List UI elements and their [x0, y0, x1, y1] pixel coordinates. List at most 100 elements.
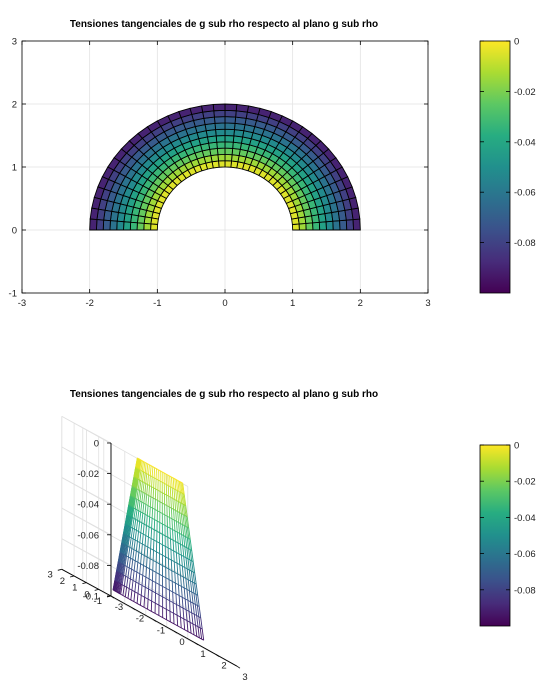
- colorbar-tick-label: 0: [514, 441, 519, 452]
- mesh-line-radial: [141, 543, 143, 554]
- mesh-line-radial: [134, 499, 138, 509]
- mesh-line-radial: [136, 562, 139, 573]
- mesh-line-radial: [134, 478, 137, 488]
- mesh-line-radial: [122, 533, 125, 544]
- mesh-line-radial: [119, 563, 122, 573]
- mesh-line-radial: [179, 564, 182, 576]
- mesh-line-radial: [132, 487, 135, 497]
- mesh-line-radial: [185, 526, 188, 538]
- mesh-line-radial: [192, 571, 195, 584]
- mesh-line-radial: [114, 581, 117, 591]
- mesh-line-radial: [173, 520, 176, 531]
- mesh-line-radial: [129, 527, 132, 537]
- z-tick-label: -0.02: [77, 469, 99, 480]
- mesh-line-radial: [123, 555, 127, 565]
- mesh-line-radial: [116, 561, 120, 572]
- mesh-line-radial: [145, 525, 147, 536]
- mesh-line-radial: [138, 573, 141, 584]
- mesh-line-radial: [129, 496, 133, 506]
- mesh-line-radial: [146, 546, 149, 558]
- mesh-line-radial: [123, 565, 126, 576]
- mesh-line-radial: [132, 529, 135, 539]
- mesh-line-radial: [179, 502, 182, 514]
- mesh-line-radial: [136, 531, 139, 542]
- mesh-line-radial: [174, 583, 177, 594]
- mesh-line-radial: [130, 590, 133, 600]
- mesh-line-radial: [178, 501, 180, 513]
- mesh-line-radial: [178, 553, 181, 565]
- mesh-line-radial: [171, 487, 174, 499]
- z-tick-label: -0.08: [77, 561, 99, 572]
- mesh-line-arc: [126, 514, 192, 551]
- map-cell: [224, 122, 236, 131]
- bottom-colorbar-ticks: 0 -0.02 -0.04 -0.06 -0.08: [480, 441, 536, 596]
- mesh-line-radial: [125, 514, 129, 525]
- mesh-line-radial: [123, 576, 127, 586]
- mesh-line-radial: [191, 550, 194, 562]
- mesh-line-radial: [122, 564, 125, 575]
- mesh-line-radial: [149, 548, 152, 559]
- mesh-line-radial: [185, 557, 188, 569]
- mesh-line-radial: [180, 481, 183, 494]
- mesh-line-radial: [126, 535, 129, 546]
- mesh-line-radial: [185, 516, 188, 528]
- map-cell: [339, 219, 348, 231]
- mesh-line-radial: [123, 534, 127, 545]
- map-cell: [224, 109, 237, 118]
- y-tick-mark: [82, 582, 87, 585]
- mesh-line-radial: [146, 484, 149, 495]
- mesh-line-radial: [127, 536, 130, 547]
- mesh-line-radial: [122, 554, 126, 565]
- y-tick-label: 2: [60, 576, 65, 587]
- mesh-line-radial: [140, 585, 143, 596]
- map-cell: [235, 103, 250, 113]
- mesh-line-radial: [186, 547, 189, 559]
- mesh-line-radial: [172, 540, 175, 551]
- x-tick-mark: [110, 595, 115, 599]
- mesh-line-radial: [189, 539, 193, 551]
- mesh-line-radial: [139, 470, 142, 481]
- bottom-plot-ticks: -3-2-10123-101230-0.02-0.04-0.06-0.08-0.…: [48, 439, 248, 684]
- mesh-line-radial: [129, 569, 133, 579]
- x-tick-mark: [236, 665, 241, 669]
- mesh-line-radial: [136, 479, 139, 489]
- mesh-line-radial: [119, 574, 123, 584]
- mesh-line-radial: [201, 628, 205, 641]
- mesh-line-radial: [177, 584, 180, 596]
- mesh-line-radial: [125, 566, 128, 577]
- map-cell: [224, 147, 234, 156]
- mesh-line-radial: [144, 483, 147, 494]
- mesh-line-radial: [188, 527, 191, 540]
- mesh-line-radial: [121, 543, 124, 554]
- mesh-line-radial: [116, 582, 120, 593]
- mesh-line-radial: [137, 583, 140, 594]
- mesh-line-radial: [196, 605, 200, 617]
- x-tick-label: 3: [242, 672, 247, 683]
- mesh-line-radial: [181, 503, 184, 515]
- mesh-line-radial: [123, 544, 127, 555]
- mesh-line-radial: [115, 571, 119, 582]
- mesh-line-radial: [133, 508, 136, 519]
- mesh-line-radial: [176, 615, 179, 626]
- mesh-line-radial: [143, 555, 145, 566]
- mesh-line-radial: [126, 515, 130, 526]
- x-tick-mark: [131, 607, 136, 611]
- mesh-line-radial: [175, 510, 177, 522]
- mesh-line-radial: [145, 567, 147, 578]
- mesh-line-radial: [117, 562, 120, 572]
- mesh-line-radial: [127, 505, 130, 515]
- map-cell: [345, 219, 355, 231]
- bottom-plot-3d-grid: [61, 415, 238, 667]
- mesh-line-radial: [194, 572, 197, 585]
- mesh-line-radial: [135, 458, 139, 468]
- mesh-line-radial: [140, 595, 142, 606]
- mesh-line-radial: [177, 573, 179, 585]
- mesh-line-radial: [122, 534, 126, 544]
- map-cell: [352, 218, 361, 231]
- mesh-line-radial: [191, 612, 194, 624]
- map-cell: [143, 222, 152, 231]
- mesh-line-radial: [132, 518, 135, 529]
- mesh-line-radial: [151, 508, 154, 519]
- mesh-line-radial: [132, 570, 135, 581]
- mesh-line-radial: [117, 572, 121, 583]
